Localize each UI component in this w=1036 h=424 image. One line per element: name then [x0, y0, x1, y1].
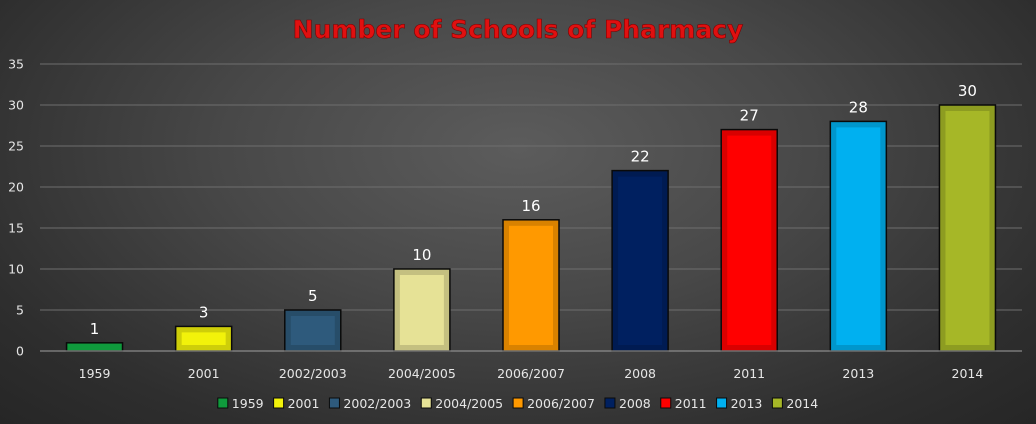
- x-axis-ticks: 1959 2001 2002/2003 2004/2005 2006/2007 2008 2…: [79, 366, 984, 381]
- y-tick-label: 20: [8, 180, 24, 195]
- legend-item: 2004/2005: [420, 396, 503, 411]
- legend-label: 1959: [232, 396, 264, 411]
- x-tick-label: 2002/2003: [279, 366, 347, 381]
- x-tick-label: 2008: [624, 366, 656, 381]
- bar: [174, 325, 233, 352]
- legend-label: 2006/2007: [527, 396, 595, 411]
- legend-item: 2014: [771, 396, 818, 411]
- legend-swatch: [328, 397, 340, 409]
- bars: [65, 104, 997, 352]
- legend-swatch: [273, 397, 285, 409]
- data-label: 1: [90, 320, 100, 338]
- legend-swatch: [217, 397, 229, 409]
- legend-swatch: [660, 397, 672, 409]
- y-tick-label: 35: [8, 57, 24, 72]
- chart-title: Number of Schools of Pharmacy: [293, 15, 744, 44]
- y-tick-label: 10: [8, 262, 24, 277]
- legend-item: 2008: [604, 396, 651, 411]
- legend-label: 2011: [675, 396, 707, 411]
- data-label: 22: [631, 148, 650, 166]
- bar: [65, 342, 124, 352]
- legend-item: 2006/2007: [512, 396, 595, 411]
- legend-item: 2011: [660, 396, 707, 411]
- data-label: 3: [199, 303, 209, 321]
- legend-swatch: [716, 397, 728, 409]
- y-tick-label: 5: [16, 303, 24, 318]
- bar: [284, 309, 342, 352]
- legend-item: 2013: [716, 396, 763, 411]
- bar: [720, 128, 778, 352]
- x-tick-label: 2006/2007: [497, 366, 565, 381]
- bar: [393, 268, 451, 352]
- y-tick-label: 25: [8, 139, 24, 154]
- legend: 1959 2001 2002/2003 2004/2005 2006/2007 2008 2…: [217, 396, 818, 411]
- y-tick-label: 15: [8, 221, 24, 236]
- legend-item: 1959: [217, 396, 264, 411]
- data-label: 16: [521, 197, 540, 215]
- legend-swatch: [771, 397, 783, 409]
- legend-swatch: [512, 397, 524, 409]
- x-tick-label: 2013: [842, 366, 874, 381]
- legend-label: 2013: [731, 396, 763, 411]
- x-tick-label: 2001: [188, 366, 220, 381]
- x-tick-label: 1959: [79, 366, 111, 381]
- y-tick-label: 0: [16, 344, 24, 359]
- x-tick-label: 2014: [952, 366, 984, 381]
- data-label: 27: [740, 107, 759, 125]
- legend-label: 2001: [288, 396, 320, 411]
- legend-label: 2008: [619, 396, 651, 411]
- bar: [829, 120, 888, 352]
- legend-label: 2014: [786, 396, 818, 411]
- data-label: 30: [958, 82, 977, 100]
- data-label: 10: [412, 246, 431, 264]
- legend-item: 2002/2003: [328, 396, 411, 411]
- bar: [502, 219, 560, 352]
- legend-label: 2002/2003: [343, 396, 411, 411]
- bar: [611, 169, 669, 352]
- data-label: 5: [308, 287, 318, 305]
- legend-swatch: [604, 397, 616, 409]
- legend-swatch: [420, 397, 432, 409]
- data-label: 28: [849, 98, 868, 116]
- x-tick-label: 2011: [733, 366, 765, 381]
- y-tick-label: 30: [8, 98, 24, 113]
- legend-label: 2004/2005: [435, 396, 503, 411]
- x-tick-label: 2004/2005: [388, 366, 456, 381]
- data-labels: 1 3 5 10 16 22 27 28 30: [90, 82, 977, 338]
- y-axis-ticks: 0 5 10 15 20 25 30 35: [8, 57, 24, 359]
- legend-item: 2001: [273, 396, 320, 411]
- bar: [938, 104, 997, 352]
